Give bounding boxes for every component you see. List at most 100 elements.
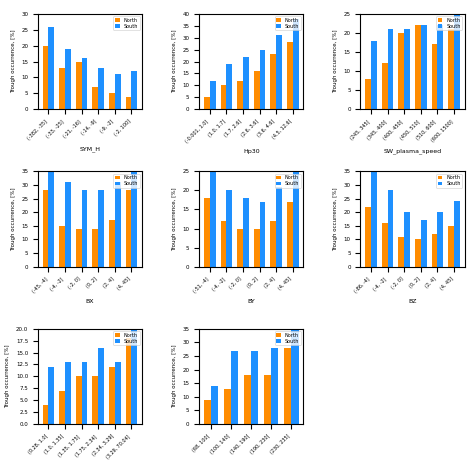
Legend: North, South: North, South xyxy=(275,174,301,188)
Bar xyxy=(398,33,404,109)
Bar xyxy=(243,57,249,109)
Bar xyxy=(438,212,443,266)
Y-axis label: Trough occurrence, [%]: Trough occurrence, [%] xyxy=(172,30,177,93)
Bar xyxy=(365,79,371,109)
Legend: North, South: North, South xyxy=(113,174,139,188)
Bar xyxy=(204,198,210,266)
X-axis label: BZ: BZ xyxy=(408,299,417,304)
Bar xyxy=(82,362,88,424)
Bar xyxy=(292,329,299,424)
Bar xyxy=(109,367,115,424)
Bar xyxy=(251,350,258,424)
Bar xyxy=(43,405,48,424)
Bar xyxy=(210,81,216,109)
Y-axis label: Trough occurrence, [%]: Trough occurrence, [%] xyxy=(172,187,177,251)
Y-axis label: Trough occurrence, [%]: Trough occurrence, [%] xyxy=(10,30,16,93)
Bar xyxy=(65,182,71,266)
Bar xyxy=(226,190,232,266)
Bar xyxy=(260,202,265,266)
Bar xyxy=(59,391,65,424)
Bar xyxy=(264,375,271,424)
Bar xyxy=(48,367,54,424)
Y-axis label: Trough occurrence, [%]: Trough occurrence, [%] xyxy=(333,30,338,93)
Bar xyxy=(131,71,137,109)
Bar xyxy=(237,81,243,109)
Y-axis label: Trough occurrence, [%]: Trough occurrence, [%] xyxy=(333,187,338,251)
Bar xyxy=(48,171,54,266)
Bar xyxy=(287,202,293,266)
Legend: North, South: North, South xyxy=(275,331,301,345)
Y-axis label: Trough occurrence, [%]: Trough occurrence, [%] xyxy=(172,345,177,408)
Bar xyxy=(131,329,137,424)
Bar xyxy=(454,14,460,109)
Bar xyxy=(432,234,438,266)
Bar xyxy=(98,348,104,424)
Y-axis label: Trough occurrence, [%]: Trough occurrence, [%] xyxy=(5,345,10,408)
Bar xyxy=(43,46,48,109)
Bar xyxy=(388,190,393,266)
X-axis label: SYM_H: SYM_H xyxy=(80,146,100,152)
Bar xyxy=(448,29,454,109)
Bar xyxy=(65,49,71,109)
Y-axis label: Trough occurrence, [%]: Trough occurrence, [%] xyxy=(10,187,16,251)
Bar xyxy=(448,226,454,266)
Bar xyxy=(284,348,292,424)
Bar xyxy=(204,97,210,109)
Bar xyxy=(454,201,460,266)
Legend: North, South: North, South xyxy=(113,331,139,345)
Bar xyxy=(293,167,299,266)
Bar xyxy=(421,220,427,266)
Bar xyxy=(98,190,104,266)
Bar xyxy=(404,212,410,266)
Bar xyxy=(98,68,104,109)
Bar xyxy=(48,27,54,109)
Bar xyxy=(371,41,377,109)
Bar xyxy=(270,221,276,266)
Bar xyxy=(243,198,249,266)
Bar xyxy=(254,71,260,109)
Bar xyxy=(92,377,98,424)
Bar xyxy=(220,221,226,266)
Bar xyxy=(226,64,232,109)
Bar xyxy=(82,190,88,266)
Bar xyxy=(382,223,388,266)
Bar xyxy=(237,229,243,266)
Bar xyxy=(126,96,131,109)
Bar xyxy=(210,167,216,266)
Bar xyxy=(131,171,137,266)
Bar xyxy=(82,59,88,109)
Bar xyxy=(204,400,211,424)
Bar xyxy=(76,377,82,424)
Bar xyxy=(211,386,218,424)
Bar xyxy=(65,362,71,424)
Bar xyxy=(382,64,388,109)
Bar xyxy=(415,239,421,266)
Bar xyxy=(92,87,98,109)
Bar xyxy=(421,25,427,109)
Bar xyxy=(76,229,82,266)
Legend: North, South: North, South xyxy=(275,16,301,30)
Bar xyxy=(287,42,293,109)
Bar xyxy=(254,229,260,266)
Bar xyxy=(438,25,443,109)
Legend: North, South: North, South xyxy=(436,16,462,30)
X-axis label: Hp30: Hp30 xyxy=(243,149,260,154)
Bar xyxy=(220,85,226,109)
Bar xyxy=(244,375,251,424)
Bar xyxy=(59,68,65,109)
Bar xyxy=(115,182,121,266)
Legend: North, South: North, South xyxy=(436,174,462,188)
Bar xyxy=(224,389,231,424)
Bar xyxy=(432,44,438,109)
Bar xyxy=(126,190,131,266)
Bar xyxy=(404,29,410,109)
Bar xyxy=(115,362,121,424)
X-axis label: SW_plasma_speed: SW_plasma_speed xyxy=(383,148,442,154)
Bar xyxy=(293,18,299,109)
Bar xyxy=(126,338,131,424)
Bar xyxy=(43,190,48,266)
Bar xyxy=(109,93,115,109)
Bar xyxy=(276,35,282,109)
Bar xyxy=(276,187,282,266)
Bar xyxy=(371,171,377,266)
